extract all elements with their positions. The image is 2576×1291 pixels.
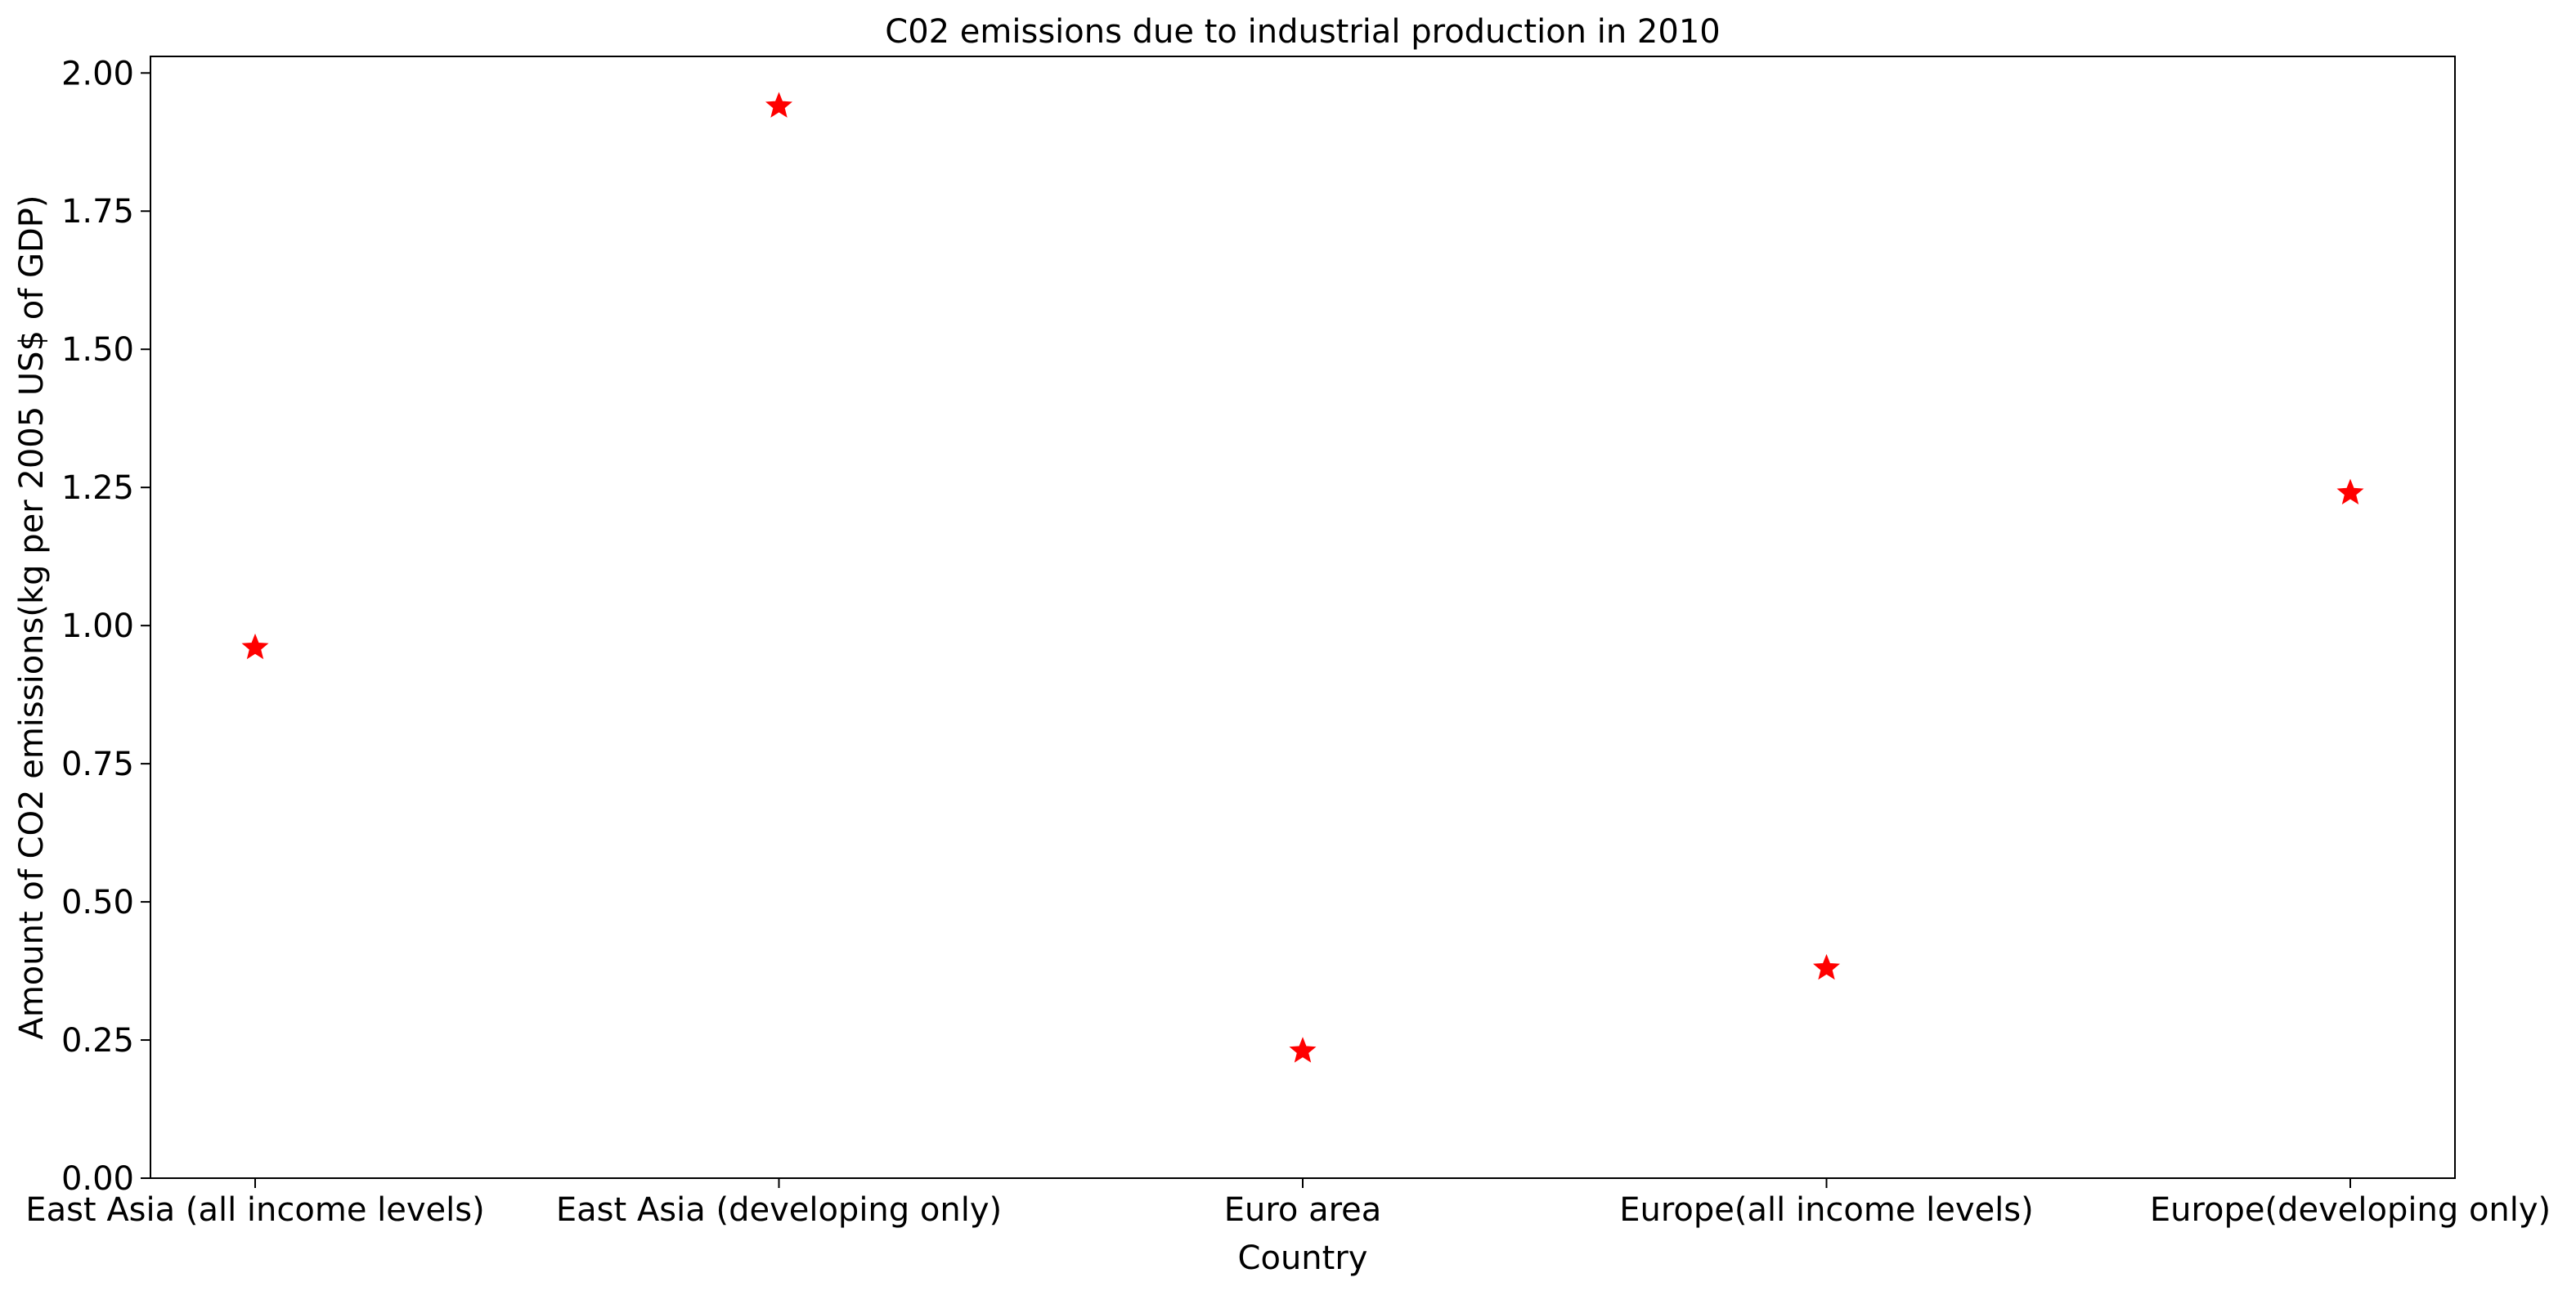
- data-point: [2336, 478, 2364, 504]
- x-axis-label: Country: [1238, 1239, 1368, 1277]
- x-tick-label: East Asia (all income levels): [25, 1191, 484, 1229]
- data-point: [765, 92, 793, 118]
- y-tick-label: 0.75: [61, 746, 134, 783]
- y-tick-label: 1.50: [61, 331, 134, 369]
- x-tick-label: Europe(developing only): [2150, 1191, 2551, 1229]
- x-tick-label: East Asia (developing only): [556, 1191, 1002, 1229]
- y-tick-label: 0.00: [61, 1160, 134, 1198]
- y-tick-label: 1.00: [61, 607, 134, 645]
- y-tick-label: 0.50: [61, 884, 134, 921]
- y-tick-label: 2.00: [61, 55, 134, 92]
- plot-area: 0.00 0.25 0.50 0.75 1.00 1.25 1.50 1.75 2.00 East…: [25, 55, 2551, 1229]
- y-tick-label: 1.25: [61, 469, 134, 507]
- data-point: [241, 633, 269, 660]
- y-tick-label: 0.25: [61, 1022, 134, 1060]
- chart-title: C02 emissions due to industrial producti…: [885, 13, 1720, 51]
- data-point: [1289, 1037, 1317, 1063]
- x-tick-label: Europe(all income levels): [1619, 1191, 2034, 1229]
- y-axis-label: Amount of CO2 emissions(kg per 2005 US$ …: [13, 195, 51, 1039]
- x-tick-label: Euro area: [1224, 1191, 1382, 1229]
- y-tick-label: 1.75: [61, 193, 134, 231]
- data-point: [1812, 953, 1841, 980]
- plot-frame: [150, 56, 2456, 1179]
